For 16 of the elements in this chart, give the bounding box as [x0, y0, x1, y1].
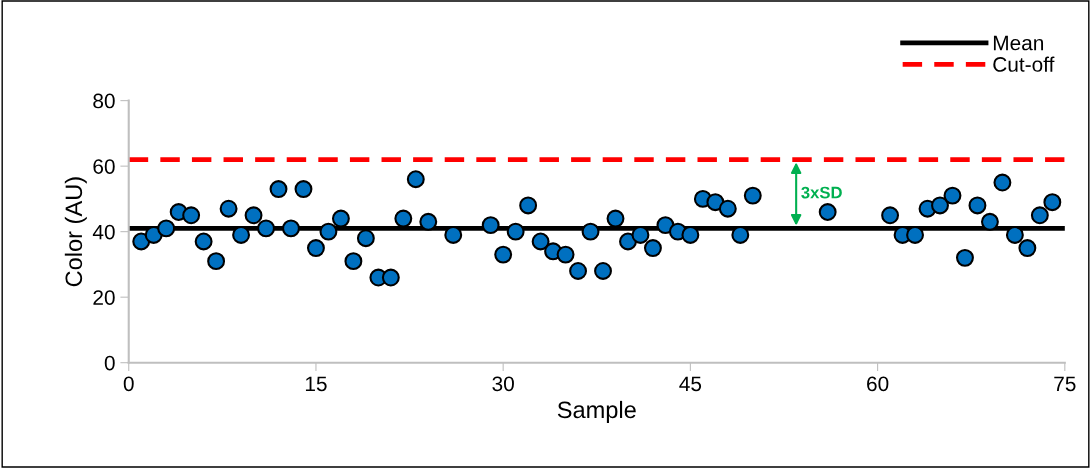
- y-tick-label: 20: [93, 290, 115, 305]
- y-tick-label: 80: [93, 93, 115, 109]
- x-tick-label: 60: [867, 376, 889, 392]
- x-tick-label: 30: [492, 376, 514, 392]
- x-tick-label: 75: [1054, 376, 1076, 392]
- y-tick-label: 40: [92, 224, 115, 240]
- x-tick-label: 0: [123, 376, 134, 392]
- annotation: 3xSD: [801, 186, 842, 199]
- legend-label: Mean: [993, 35, 1044, 51]
- y-axis-title: Color (AU): [64, 177, 87, 287]
- x-tick-label: 15: [305, 376, 327, 392]
- x-axis-title: Sample: [557, 400, 636, 423]
- legend-label: Cut-off: [993, 56, 1055, 72]
- y-tick-label: 0: [104, 355, 115, 371]
- y-tick-label: 60: [93, 159, 115, 174]
- x-tick-label: 45: [679, 376, 702, 392]
